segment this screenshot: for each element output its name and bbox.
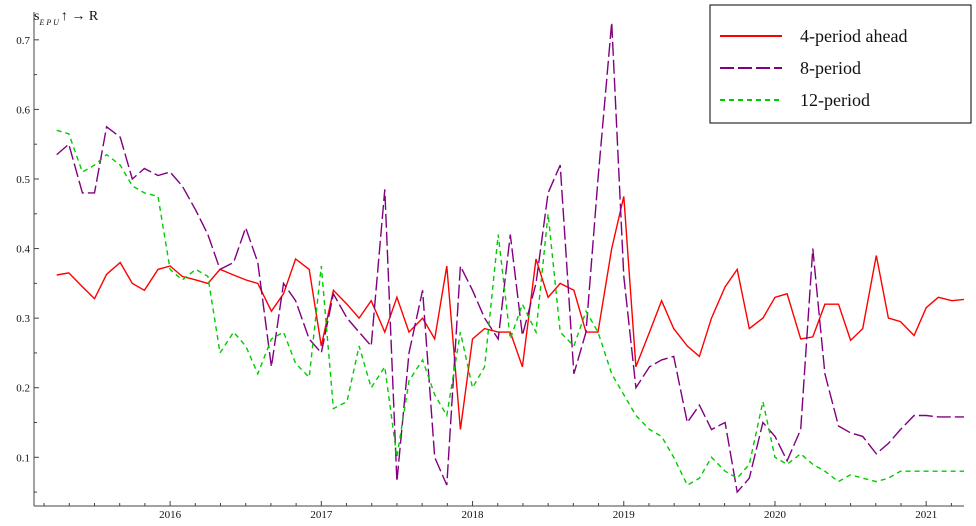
chart-title-suffix: ↑ → R (61, 9, 99, 24)
legend-entry-2: 8-period (720, 58, 861, 78)
x-tick-label-5: 2021 (915, 509, 937, 521)
y-tick-label-2: 0.3 (16, 313, 30, 325)
y-tick-label-4: 0.5 (16, 174, 30, 186)
legend-label-1: 4-period ahead (800, 26, 907, 46)
y-tick-label-0: 0.1 (16, 452, 30, 464)
axes: 0.1 0.2 0.3 0.4 0.5 0.6 0.7 2016 2017 2018 2019 202… (16, 12, 964, 521)
y-tick-label-6: 0.7 (16, 35, 30, 47)
x-tick-label-2: 2018 (462, 509, 485, 521)
y-tick-label-5: 0.6 (16, 104, 30, 116)
y-tick-label-1: 0.2 (16, 383, 30, 395)
series-line-1 (56, 196, 965, 430)
legend-box (709, 4, 972, 124)
series-layer (56, 22, 965, 494)
x-tick-label-0: 2016 (159, 509, 182, 521)
legend-label-2: 8-period (800, 58, 861, 78)
chart-title-subscript: E P U (38, 18, 60, 27)
legend-entry-1: 4-period ahead (720, 26, 907, 46)
legend-entry-3: 12-period (720, 90, 870, 110)
legend: 4-period ahead 8-period 12-period (709, 4, 972, 124)
series-line-2 (56, 22, 964, 494)
x-tick-label-1: 2017 (310, 509, 333, 521)
y-tick-label-3: 0.4 (16, 244, 30, 256)
chart-title: sE P U ↑ → R (34, 9, 99, 27)
legend-label-3: 12-period (800, 90, 870, 110)
x-tick-label-4: 2020 (764, 509, 787, 521)
x-tick-label-3: 2019 (613, 509, 636, 521)
series-line-3 (56, 129, 964, 487)
chart-title-prefix: s (34, 9, 39, 24)
